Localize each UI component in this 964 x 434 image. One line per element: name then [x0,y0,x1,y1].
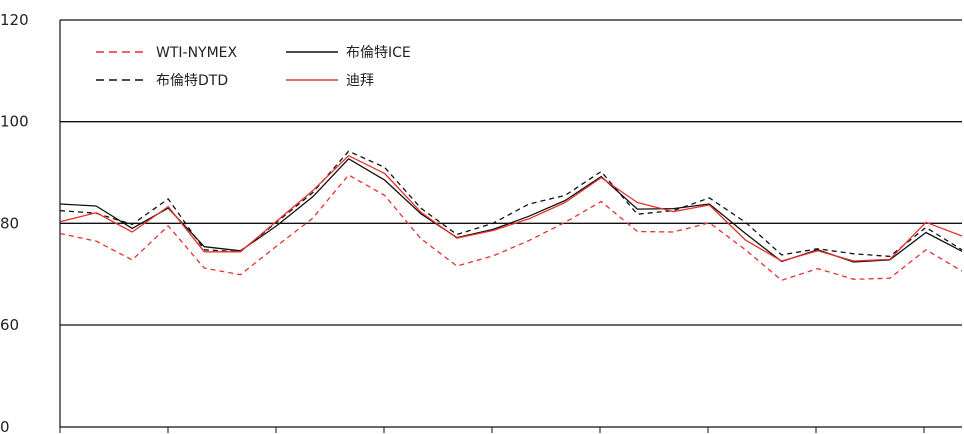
y-axis-ticks: 120 100 80 60 0 [0,11,29,434]
y-tick-label: 60 [0,316,19,334]
y-tick-label: 120 [0,11,29,29]
legend: WTI-NYMEX 布倫特ICE 布倫特DTD 迪拜 [96,45,411,89]
x-axis [59,426,962,433]
series-line-1 [59,158,963,263]
y-tick-label: 100 [0,113,29,131]
series-line-2 [59,150,963,258]
y-tick-label: 80 [0,214,19,232]
series-lines [59,150,963,281]
series-line-0 [59,174,963,281]
legend-label: WTI-NYMEX [156,45,238,61]
series-line-3 [59,155,963,262]
legend-label: 布倫特ICE [346,45,411,61]
y-tick-label: 0 [0,418,10,434]
legend-label: 迪拜 [346,73,374,89]
legend-label: 布倫特DTD [156,73,228,89]
